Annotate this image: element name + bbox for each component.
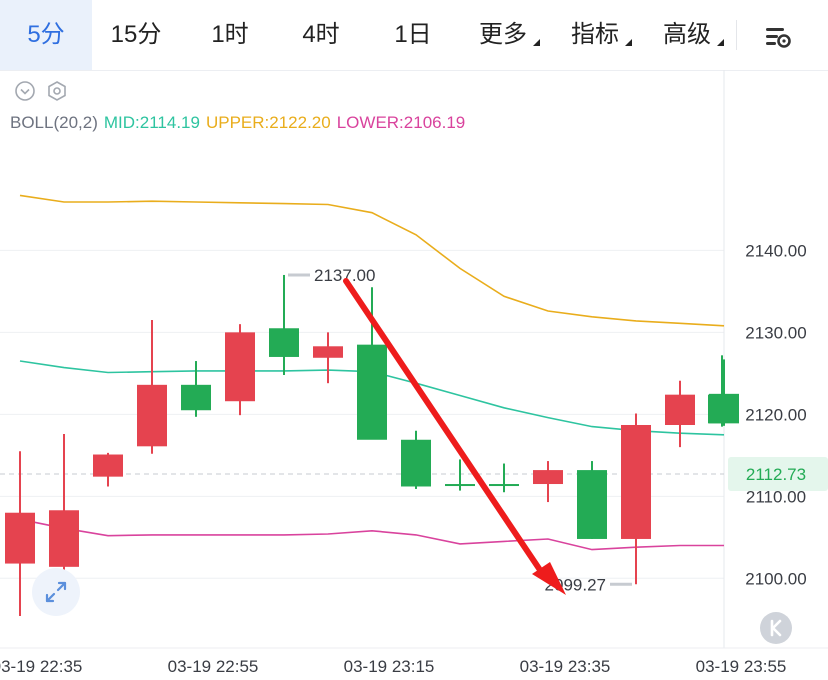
- x-tick-label: 03-19 23:15: [344, 657, 435, 676]
- legend-boll-name: BOLL(20,2): [10, 113, 98, 132]
- y-tick-label: 2140.00: [745, 241, 806, 260]
- candle-body: [577, 470, 607, 539]
- candle-body: [357, 344, 387, 440]
- tab-15min[interactable]: 15分: [110, 21, 162, 48]
- caret-down-icon: [533, 39, 540, 46]
- x-tick-label: 03-19 23:35: [520, 657, 611, 676]
- x-tick-label: 03-19 22:35: [0, 657, 82, 676]
- indicator-settings-button[interactable]: [46, 80, 68, 102]
- tab-indicators-dropdown[interactable]: 指标: [552, 0, 638, 70]
- legend-lower: LOWER:2106.19: [336, 113, 466, 132]
- tab-1h[interactable]: 1时: [211, 21, 249, 48]
- candle-body: [181, 384, 211, 411]
- indicator-collapse-button[interactable]: [14, 80, 36, 102]
- candle-body: [445, 484, 475, 487]
- k-badge-icon: [770, 619, 782, 637]
- hexagon-gear-icon: [48, 81, 66, 101]
- candle-body: [93, 454, 123, 477]
- y-tick-label: 2100.00: [745, 569, 806, 588]
- y-tick-label: 2110.00: [746, 487, 806, 506]
- boll-upper-line: [19, 194, 725, 327]
- caret-down-icon: [625, 39, 632, 46]
- chevron-down-circle-icon: [15, 81, 35, 101]
- y-tick-label: 2130.00: [745, 323, 806, 342]
- legend-upper: UPPER:2122.20: [205, 113, 331, 132]
- x-tick-label: 03-19 22:55: [168, 657, 259, 676]
- candle-body: [313, 346, 343, 358]
- candle-body: [401, 439, 431, 487]
- fullscreen-expand-button[interactable]: [32, 568, 80, 616]
- y-tick-label: 2120.00: [745, 405, 806, 424]
- tab-divider: [736, 20, 737, 50]
- tab-indicators-label: 指标: [571, 21, 619, 48]
- caret-down-icon: [717, 39, 724, 46]
- tab-advanced-label: 高级: [663, 21, 711, 48]
- candle-body: [269, 328, 299, 357]
- candle-body: [489, 484, 519, 487]
- tab-1d[interactable]: 1日: [394, 21, 432, 48]
- candle-body: [225, 332, 255, 402]
- candle-body: [708, 394, 722, 424]
- settings-sliders-icon: [766, 28, 791, 48]
- boll-lower-line: [19, 518, 724, 551]
- timeframe-tab-bar: 5分 15分 1时 4时 1日 更多 指标 高级: [0, 0, 828, 71]
- tab-4h[interactable]: 4时: [302, 21, 340, 48]
- candle-body: [665, 394, 695, 425]
- k-line-toggle-button[interactable]: [760, 612, 792, 644]
- annotation-arrow-shaft: [343, 278, 543, 573]
- candle-body: [533, 470, 563, 485]
- expand-arrows-icon: [45, 581, 67, 603]
- annotation-arrow-head: [532, 562, 566, 595]
- boll-legend: BOLL(20,2) MID:2114.19 UPPER:2122.20 LOWER:…: [10, 113, 471, 133]
- candle-body: [137, 384, 167, 447]
- candle-body: [5, 512, 35, 564]
- x-tick-label: 03-19 23:55: [696, 657, 787, 676]
- candle-body: [621, 424, 651, 539]
- tab-more-label: 更多: [479, 21, 527, 48]
- candle-body: [49, 510, 79, 567]
- chart-settings-button[interactable]: [756, 16, 796, 54]
- tab-more-dropdown[interactable]: 更多: [460, 0, 546, 70]
- tab-5min[interactable]: 5分: [0, 0, 92, 70]
- current-price-label: 2112.73: [746, 465, 806, 484]
- tab-advanced-dropdown[interactable]: 高级: [644, 0, 730, 70]
- max-price-label: 2137.00: [314, 266, 375, 285]
- legend-mid: MID:2114.19: [103, 113, 200, 132]
- current-price-tag: [728, 456, 828, 491]
